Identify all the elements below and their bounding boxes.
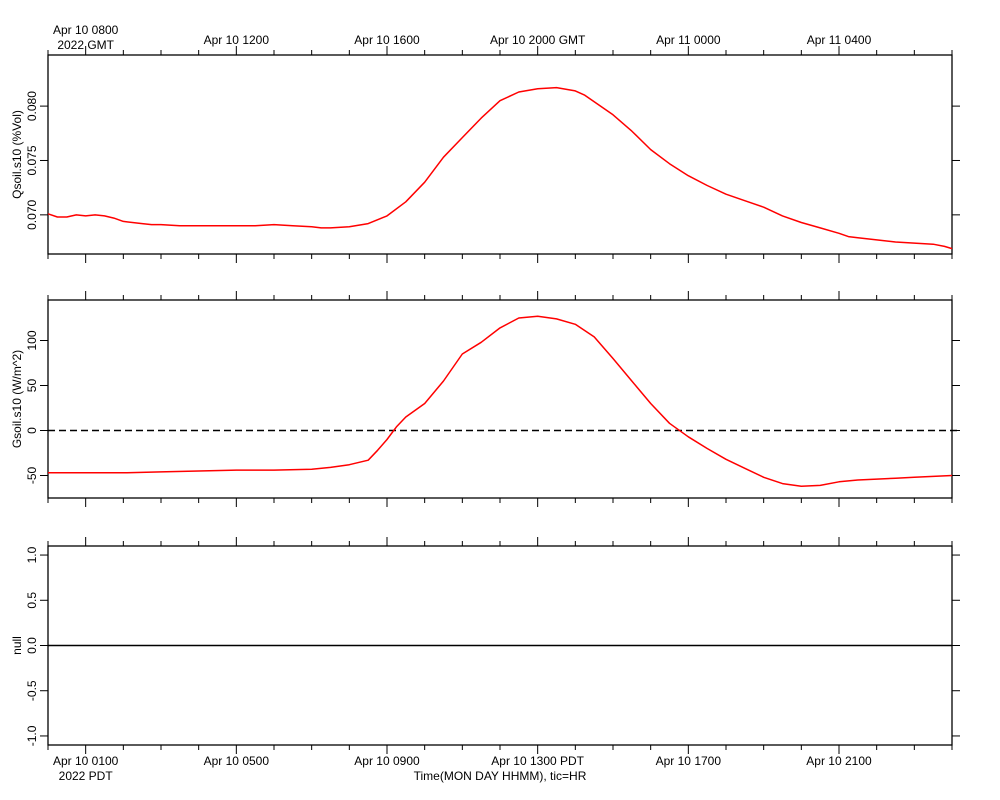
panel-null: -1.0 -0.5 0.0 0.5 1.0 null [10,537,960,754]
bottom-axis-label: Apr 10 1700 [656,754,722,768]
y-axis-label: Qsoil.s10 (%Vol) [10,110,24,199]
series-line [48,315,953,488]
bottom-axis-label: Apr 10 2100 [806,754,872,768]
y-tick-label: 50 [25,379,39,393]
top-axis-label: Apr 10 1200 [204,33,270,47]
y-tick-label: 1.0 [25,546,39,563]
y-tick-label: 0.0 [25,637,39,654]
panel-soil-moisture: 0.070 0.075 0.080 Qsoil.s10 (%Vol) [10,46,960,263]
y-tick-label: -50 [25,467,39,485]
y-tick-label: -1.0 [25,725,39,746]
y-tick-label: -0.5 [25,680,39,701]
top-axis-label: Apr 10 1600 [354,33,420,47]
y-tick-label: 0.5 [25,592,39,609]
bottom-axis-sublabel: 2022 PDT [59,769,114,783]
series-line [47,86,953,250]
top-axis-label: Apr 11 0400 [807,33,872,47]
top-axis-sublabel: 2022 GMT [57,38,114,52]
x-axis-label: Time(MON DAY HHMM), tic=HR [414,769,587,783]
y-tick-label: 0 [25,427,39,434]
y-tick-label: 0.070 [25,200,39,230]
bottom-axis-label: Apr 10 1300 PDT [491,754,584,768]
y-axis-label: null [10,636,24,655]
y-tick-label: 0.080 [25,91,39,121]
bottom-axis-label: Apr 10 0900 [354,754,420,768]
top-axis-label: Apr 11 0000 [656,33,721,47]
plot-frame [47,54,953,255]
y-axis-label: Gsoil.s10 (W/m^2) [10,350,24,448]
y-tick-label: 100 [25,330,39,350]
bottom-axis-label: Apr 10 0500 [204,754,270,768]
top-axis-label: Apr 10 2000 GMT [490,33,586,47]
top-axis-label: Apr 10 0800 [53,23,119,37]
plot-frame [47,299,953,499]
bottom-axis-label: Apr 10 0100 [53,754,119,768]
panel-soil-heat-flux: -50 0 50 100 Gsoil.s10 (W/m^2) [10,291,960,507]
y-tick-label: 0.075 [25,145,39,175]
